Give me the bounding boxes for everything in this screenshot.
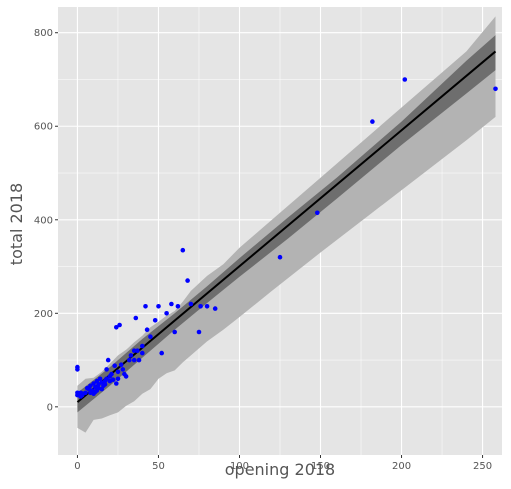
data-point (148, 334, 153, 340)
data-point (88, 383, 93, 389)
data-point (102, 382, 108, 387)
data-point (175, 304, 181, 309)
data-point (135, 348, 140, 354)
data-point (315, 210, 320, 216)
data-point (123, 374, 129, 379)
data-point (114, 325, 119, 330)
data-point (156, 304, 161, 309)
fit-line-group (76, 50, 497, 403)
data-point (196, 329, 202, 335)
confidence-bands (77, 16, 496, 433)
x-tick-label: 100 (230, 461, 249, 472)
data-point (493, 86, 498, 92)
x-tick-label: 200 (392, 461, 411, 472)
data-point (133, 315, 139, 321)
x-axis-title: opening 2018 (225, 460, 335, 479)
data-point (172, 329, 177, 335)
data-point (118, 362, 124, 368)
x-tick-label: 0 (74, 461, 80, 472)
data-point (143, 304, 148, 309)
x-tick-label: 150 (311, 461, 330, 472)
data-point (75, 367, 80, 372)
data-point (105, 357, 111, 363)
data-point (83, 390, 88, 396)
data-point (97, 376, 103, 382)
y-tick-label: 600 (34, 122, 53, 133)
data-point (117, 322, 122, 328)
data-point (127, 357, 132, 363)
data-point (104, 376, 109, 382)
data-point (131, 357, 137, 363)
y-tick-label: 800 (34, 28, 53, 39)
inner-band (77, 35, 496, 413)
data-point (185, 278, 190, 283)
points-group (75, 77, 498, 399)
data-point (212, 306, 218, 311)
data-point (112, 363, 117, 369)
data-point (109, 371, 114, 377)
x-tick-label: 250 (473, 461, 492, 472)
data-point (114, 381, 119, 386)
data-point (115, 369, 121, 375)
fit-line (76, 50, 497, 403)
data-point (136, 357, 142, 363)
data-point (104, 367, 109, 372)
data-point (198, 304, 203, 309)
data-point (277, 254, 283, 260)
tick-labels: 0 50 100 150 200 250 0 200 400 600 800 (34, 28, 492, 472)
data-point (169, 301, 174, 307)
data-point (140, 343, 145, 349)
y-tick-label: 400 (34, 215, 53, 226)
data-point (188, 301, 194, 307)
y-tick-label: 0 (47, 402, 53, 413)
data-point (110, 377, 116, 383)
data-point (120, 367, 126, 372)
data-point (131, 348, 137, 354)
data-point (91, 381, 96, 386)
data-point (402, 77, 408, 82)
y-tick-label: 200 (34, 309, 53, 320)
data-point (144, 327, 150, 333)
data-point (128, 353, 134, 358)
data-point (180, 247, 186, 253)
data-point (370, 119, 375, 124)
y-axis-title: total 2018 (7, 183, 26, 265)
data-point (152, 318, 158, 323)
data-point (115, 376, 121, 382)
data-point (164, 311, 169, 316)
data-point (140, 350, 145, 356)
x-tick-label: 50 (152, 461, 165, 472)
data-point (159, 350, 164, 356)
data-point (204, 304, 210, 309)
